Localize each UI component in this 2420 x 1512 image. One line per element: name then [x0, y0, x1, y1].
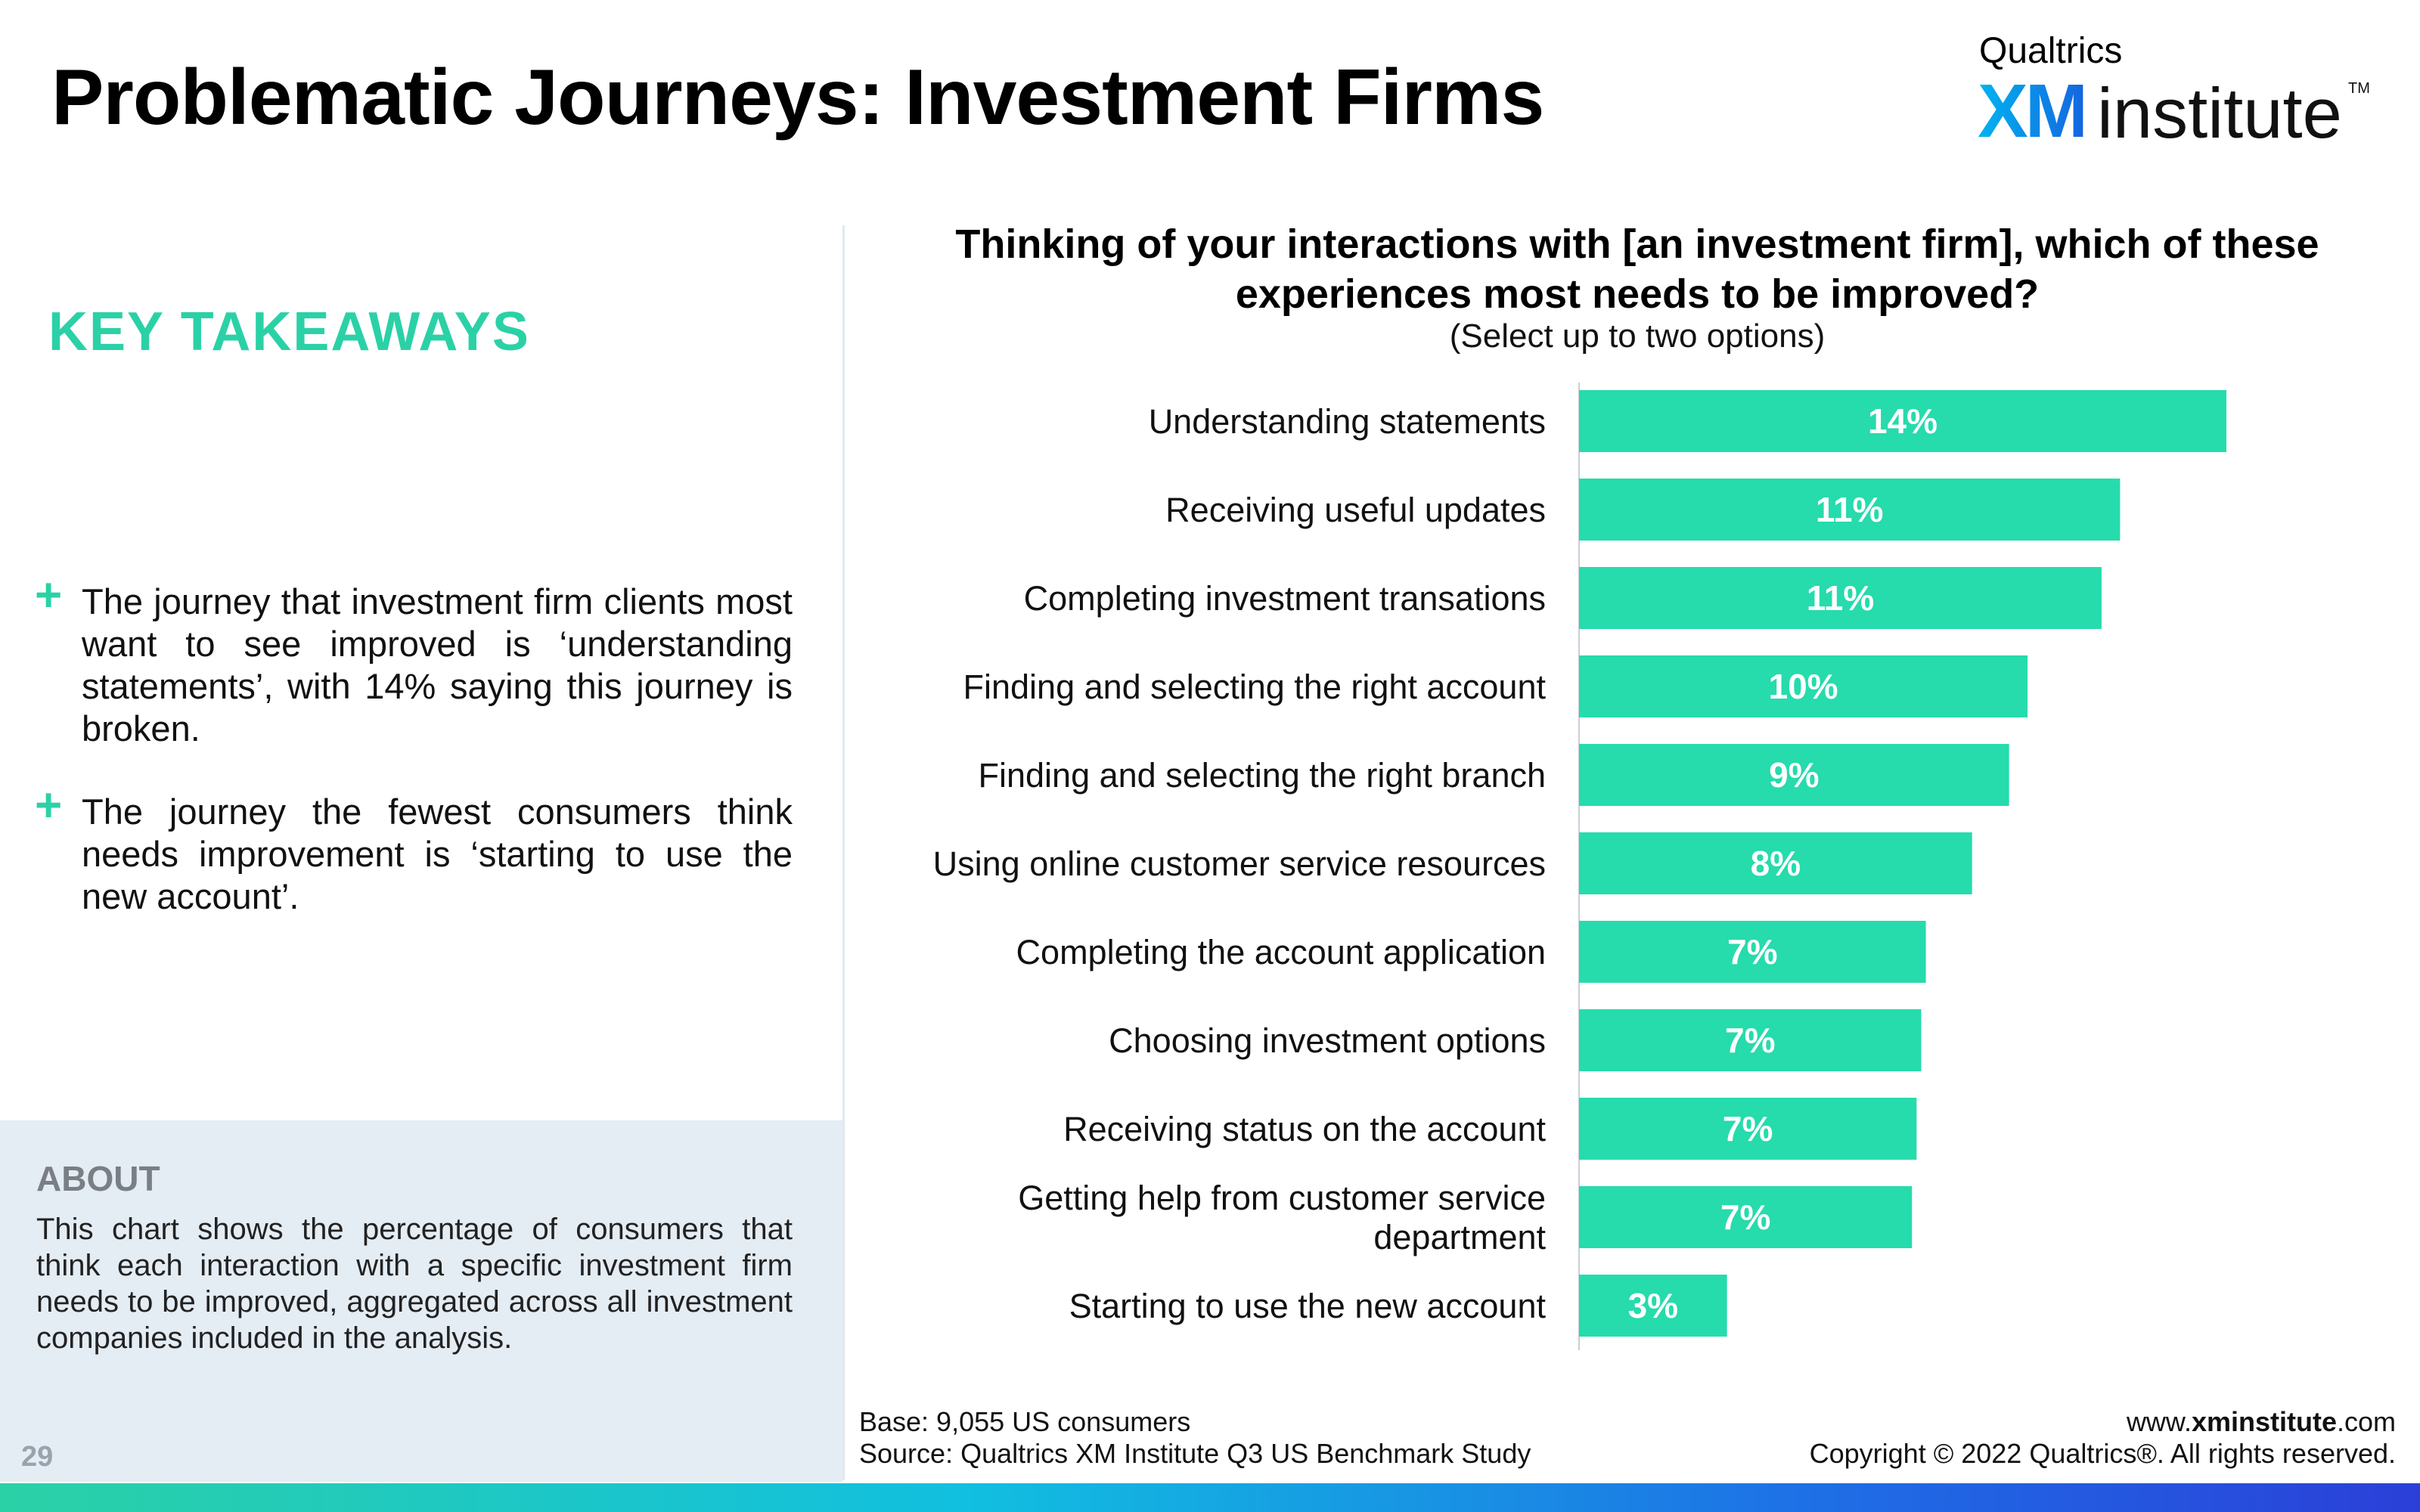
- bar-value-label: 11%: [1807, 578, 1875, 618]
- category-label: Understanding statements: [1149, 402, 1546, 441]
- key-takeaways-heading: KEY TAKEAWAYS: [48, 302, 530, 362]
- page-title: Problematic Journeys: Investment Firms: [51, 54, 1544, 141]
- logo-xm-text: XM: [1978, 69, 2088, 153]
- category-label-line: Choosing investment options: [1109, 1021, 1546, 1060]
- category-label-line: Getting help from customer service: [1018, 1179, 1546, 1217]
- bar-6: [1579, 921, 1926, 983]
- category-label: Completing investment transations: [1024, 579, 1546, 618]
- category-label: Starting to use the new account: [1069, 1287, 1547, 1325]
- category-label-line: Understanding statements: [1149, 402, 1546, 441]
- category-label: Receiving status on the account: [1063, 1110, 1546, 1148]
- bar-value-label: 8%: [1751, 844, 1801, 883]
- bottom-gradient-bar: [0, 1483, 2420, 1512]
- category-label-line: Finding and selecting the right branch: [979, 756, 1546, 795]
- category-label: Receiving useful updates: [1165, 491, 1546, 529]
- category-label-line: Using online customer service resources: [933, 844, 1546, 883]
- category-label-line: Completing investment transations: [1024, 579, 1546, 618]
- category-label: Finding and selecting the right account: [963, 668, 1547, 706]
- plus-icon: +: [35, 569, 63, 621]
- category-label: Completing the account application: [1016, 933, 1546, 971]
- website-bold: xminstitute: [2191, 1406, 2337, 1437]
- bar-value-label: 7%: [1720, 1198, 1770, 1237]
- bar-value-label: 3%: [1628, 1286, 1678, 1325]
- bar-value-label: 7%: [1725, 1021, 1775, 1060]
- category-label: Getting help from customer service depart…: [1018, 1179, 1546, 1256]
- bar-value-label: 11%: [1816, 490, 1884, 529]
- category-label-line: Completing the account application: [1016, 933, 1546, 971]
- bar-value-label: 9%: [1769, 755, 1819, 795]
- footer-source: Source: Qualtrics XM Institute Q3 US Ben…: [859, 1438, 1531, 1469]
- bar-1: [1579, 479, 2121, 541]
- website-prefix: www.: [2126, 1406, 2192, 1437]
- bar-value-label: 7%: [1723, 1109, 1773, 1148]
- bar-3: [1579, 655, 2028, 717]
- bar-2: [1579, 567, 2102, 629]
- bar-8: [1579, 1098, 1917, 1160]
- xm-institute-logo: Qualtrics XM institute TM: [1978, 30, 2371, 153]
- bar-7: [1579, 1009, 1922, 1071]
- logo-trademark: TM: [2348, 80, 2370, 97]
- category-label: Choosing investment options: [1109, 1021, 1546, 1060]
- about-title: ABOUT: [36, 1159, 160, 1198]
- footer-base: Base: 9,055 US consumers: [859, 1406, 1191, 1437]
- website-suffix: .com: [2336, 1406, 2396, 1437]
- logo-qualtrics-text: Qualtrics: [1979, 31, 2123, 71]
- category-label: Finding and selecting the right branch: [979, 756, 1546, 795]
- category-label-line: department: [1373, 1218, 1546, 1256]
- footer-website[interactable]: www.xminstitute.com: [1810, 1406, 2396, 1438]
- bar-0: [1579, 390, 2226, 452]
- footer-right: www.xminstitute.com Copyright © 2022 Qua…: [1810, 1406, 2396, 1470]
- category-label: Using online customer service resources: [933, 844, 1546, 883]
- bar-value-label: 14%: [1868, 401, 1938, 441]
- bar-value-label: 7%: [1727, 932, 1777, 971]
- category-label-line: Finding and selecting the right account: [963, 668, 1547, 706]
- category-label-line: Receiving status on the account: [1063, 1110, 1546, 1148]
- category-label-line: Starting to use the new account: [1069, 1287, 1547, 1325]
- bar-9: [1579, 1186, 1913, 1248]
- bar-4: [1579, 744, 2009, 806]
- footer-copyright: Copyright © 2022 Qualtrics®. All rights …: [1809, 1438, 2396, 1469]
- chart-subtitle: (Select up to two options): [1449, 318, 1826, 355]
- footer-base-source: Base: 9,055 US consumers Source: Qualtri…: [859, 1406, 1531, 1470]
- about-panel: ABOUT This chart shows the percentage of…: [0, 1120, 842, 1482]
- about-text: This chart shows the percentage of consu…: [36, 1213, 793, 1355]
- takeaway-2: The journey the fewest consumers think n…: [82, 792, 793, 916]
- bar-5: [1579, 832, 1972, 894]
- logo-institute-text: institute: [2097, 73, 2342, 153]
- bar-value-label: 10%: [1769, 667, 1838, 706]
- bar-10: [1579, 1275, 1727, 1337]
- chart-title: Thinking of your interactions with [an i…: [955, 222, 2319, 317]
- panel-divider: [842, 225, 845, 1480]
- takeaway-1: The journey that investment firm clients…: [82, 581, 793, 748]
- page-number: 29: [21, 1441, 54, 1473]
- plus-icon: +: [35, 779, 63, 832]
- category-label-line: Receiving useful updates: [1165, 491, 1546, 529]
